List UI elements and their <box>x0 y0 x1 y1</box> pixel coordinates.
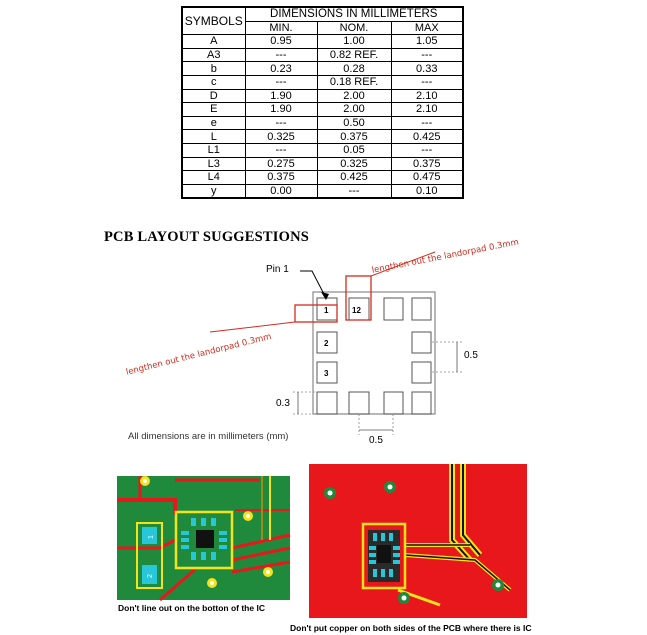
dim-pitch-right: 0.5 <box>464 350 478 361</box>
table-row: e --- 0.50 --- <box>181 115 464 131</box>
dim-pitch-bottom: 0.5 <box>369 435 383 446</box>
cell-max: --- <box>390 142 464 158</box>
dimensions-table: SYMBOLS DIMENSIONS IN MILLIMETERS MIN. N… <box>181 6 465 200</box>
symbols-header: SYMBOLS <box>181 6 246 36</box>
pad-10 <box>411 297 432 321</box>
pad-label-1: 1 <box>324 306 329 315</box>
annotation-leader-top <box>370 251 436 277</box>
caption-left: Don't line out on the botton of the IC <box>118 603 265 613</box>
pad-label-12: 12 <box>352 306 361 315</box>
pad-label-3: 3 <box>324 369 329 378</box>
pad-3 <box>316 361 338 384</box>
annotation-leader-left <box>209 321 296 333</box>
cell-max: 0.10 <box>390 183 464 199</box>
table-row: b 0.23 0.28 0.33 <box>181 61 464 76</box>
pin1-arrowhead <box>321 292 329 300</box>
table-row: L3 0.275 0.325 0.375 <box>181 156 464 172</box>
units-note: All dimensions are in millimeters (mm) <box>128 431 289 442</box>
package-outline <box>312 291 436 415</box>
pad-4 <box>316 391 338 415</box>
table-row: y 0.00 --- 0.10 <box>181 183 464 199</box>
dim-pad-left: 0.3 <box>276 398 290 409</box>
table-row: D 1.90 2.00 2.10 <box>181 88 464 104</box>
pad-5 <box>348 391 370 415</box>
pin1-leader <box>300 270 327 299</box>
landpad-extension-left <box>294 304 338 323</box>
pad-7 <box>411 391 432 415</box>
pcb-layout-title: PCB LAYOUT SUGGESTIONS <box>104 229 310 245</box>
cell-min: 0.00 <box>244 183 318 199</box>
cell-symbol: y <box>181 183 246 199</box>
caption-right: Don't put copper on both sides of the PC… <box>290 623 532 633</box>
table-row: L 0.325 0.375 0.425 <box>181 129 464 144</box>
pad-11 <box>383 297 404 321</box>
pad-9 <box>411 331 432 354</box>
dimensions-group-header: DIMENSIONS IN MILLIMETERS <box>244 6 464 22</box>
pad-8 <box>411 361 432 384</box>
pin1-label: Pin 1 <box>266 264 289 275</box>
pad-label-2: 2 <box>324 339 329 348</box>
pad-2 <box>316 331 338 354</box>
pad-6 <box>383 391 404 415</box>
cell-nom: --- <box>316 183 392 199</box>
landpad-extension-top <box>345 275 372 321</box>
table-row: A 0.95 1.00 1.05 <box>181 34 464 49</box>
